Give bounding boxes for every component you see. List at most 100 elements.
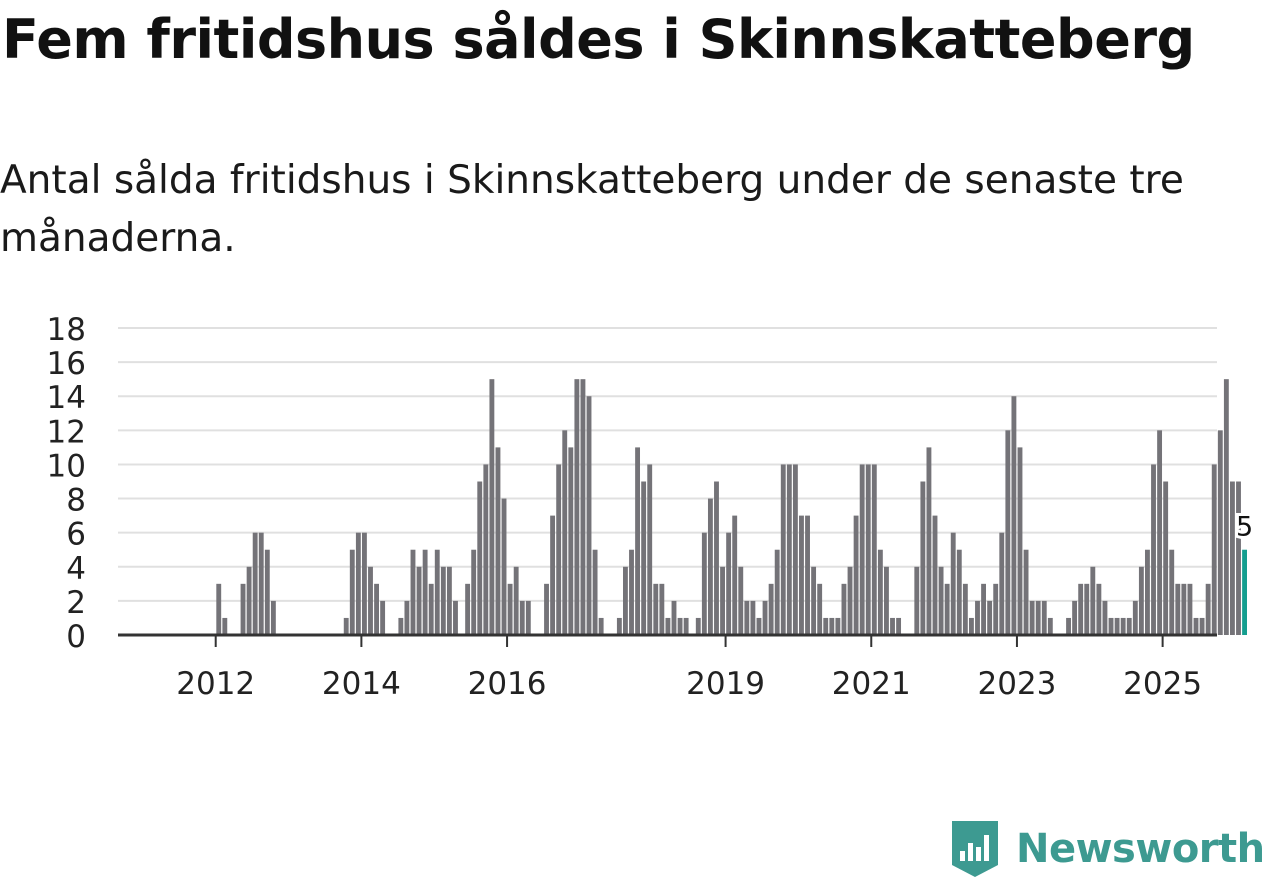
bar (1157, 430, 1163, 635)
bar (962, 583, 968, 635)
bar (471, 549, 477, 635)
bar (1047, 617, 1053, 635)
bar (701, 532, 707, 635)
bar (938, 566, 944, 635)
x-tick-label: 2012 (176, 666, 255, 702)
bar (1211, 464, 1217, 635)
bar (1017, 447, 1023, 635)
bar (258, 532, 264, 635)
newsworthy-logo: Newsworthy (950, 818, 1262, 880)
bar (671, 600, 677, 635)
bar (944, 583, 950, 635)
bar (1023, 549, 1029, 635)
bar (744, 600, 750, 635)
bar (768, 583, 774, 635)
bar (1078, 583, 1084, 635)
bar (355, 532, 361, 635)
bar (1223, 379, 1229, 635)
bar (1072, 600, 1078, 635)
bar (446, 566, 452, 635)
bar (914, 566, 920, 635)
bar (1096, 583, 1102, 635)
bar (483, 464, 489, 635)
bar (1236, 481, 1241, 635)
bar (616, 617, 622, 635)
bar (1029, 600, 1035, 635)
chart-title: Fem fritidshus såldes i Skinnskatteberg (2, 8, 1195, 71)
bar (495, 447, 501, 635)
bar (568, 447, 574, 635)
bar (343, 617, 349, 635)
bar (635, 447, 641, 635)
bar-highlighted (1242, 549, 1247, 635)
bar (841, 583, 847, 635)
bar (1181, 583, 1187, 635)
bar (999, 532, 1005, 635)
bar (422, 549, 428, 635)
bar (871, 464, 877, 635)
bar (726, 532, 732, 635)
y-tick-label: 0 (66, 619, 86, 655)
bar (1163, 481, 1169, 635)
bar (641, 481, 647, 635)
bar (222, 617, 228, 635)
bar (270, 600, 276, 635)
bar (574, 379, 580, 635)
bar (550, 515, 556, 635)
bar (786, 464, 792, 635)
bar (465, 583, 471, 635)
bar (865, 464, 871, 635)
bar (950, 532, 956, 635)
annotations: 5 (1233, 509, 1256, 546)
bar (896, 617, 902, 635)
bar (252, 532, 258, 635)
bar (932, 515, 938, 635)
bar (835, 617, 841, 635)
bar (216, 583, 222, 635)
bar (398, 617, 404, 635)
bar (562, 430, 568, 635)
bar (968, 617, 974, 635)
bar (544, 583, 549, 635)
bar (434, 549, 440, 635)
bar (853, 515, 859, 635)
bar (1084, 583, 1090, 635)
bar (349, 549, 355, 635)
bar (993, 583, 999, 635)
bar (1199, 617, 1205, 635)
x-tick-label: 2025 (1123, 666, 1202, 702)
bar (1041, 600, 1047, 635)
bar (762, 600, 768, 635)
bar (380, 600, 386, 635)
bar (780, 464, 786, 635)
bar (1193, 617, 1199, 635)
bar (732, 515, 738, 635)
bar (404, 600, 410, 635)
bar (629, 549, 634, 635)
bar (792, 464, 798, 635)
bar (501, 498, 507, 635)
bar (1066, 617, 1071, 635)
bar (683, 617, 689, 635)
bar (1187, 583, 1193, 635)
bar (489, 379, 495, 635)
bar (1005, 430, 1011, 635)
y-tick-label: 14 (47, 380, 86, 416)
x-axis: 2012 2014 2016 2019 2021 2023 2025 (118, 633, 1217, 702)
bar (1114, 617, 1120, 635)
x-tick-label: 2014 (322, 666, 401, 702)
bar (1090, 566, 1096, 635)
last-value-label: 5 (1236, 512, 1253, 543)
bar (368, 566, 373, 635)
y-tick-label: 4 (66, 551, 86, 587)
bar (884, 566, 889, 635)
bar (805, 515, 810, 635)
bar (1035, 600, 1041, 635)
bar (956, 549, 962, 635)
bar (623, 566, 628, 635)
bar (1132, 600, 1138, 635)
bar (1151, 464, 1156, 635)
y-tick-label: 8 (66, 483, 86, 519)
